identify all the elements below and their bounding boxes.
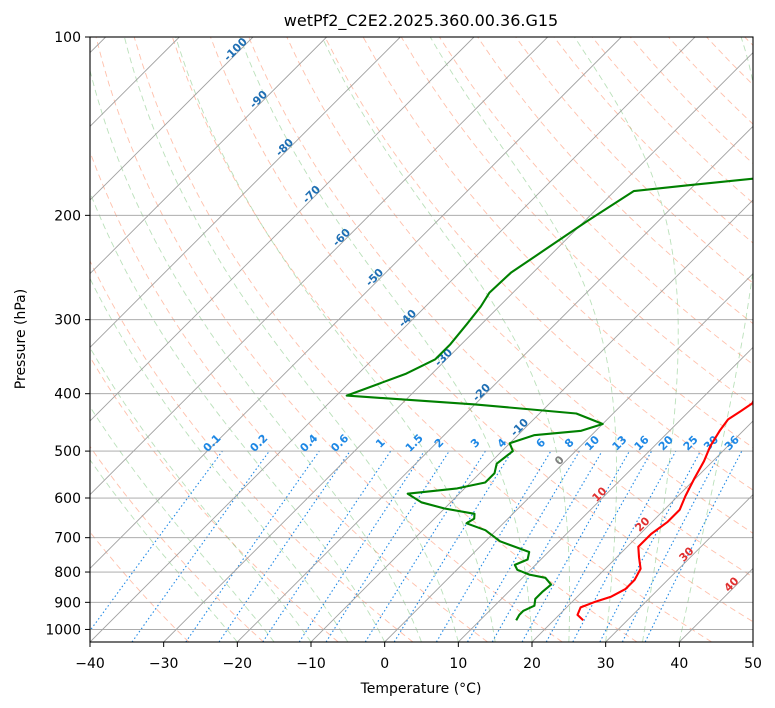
- y-tick-label: 100: [54, 30, 81, 46]
- dry-adiabat: [133, 37, 638, 642]
- x-tick-label: 10: [449, 656, 467, 672]
- mixing-ratio-line: [545, 450, 653, 642]
- x-tick-label: 20: [523, 656, 541, 672]
- mixing-ratio-line: [90, 450, 223, 632]
- y-tick-label: 400: [54, 387, 81, 403]
- isotherm-line: [90, 37, 254, 201]
- moist-adiabat: [678, 37, 753, 642]
- dry-adiabat: [90, 356, 339, 642]
- dry-adiabat: [95, 37, 563, 642]
- isotherm-line: [384, 273, 753, 642]
- mixing-ratio-line: [262, 450, 392, 642]
- x-tick-label: −10: [296, 656, 326, 672]
- x-tick-label: 40: [670, 656, 688, 672]
- moist-adiabat: [90, 458, 238, 642]
- dry-adiabat: [286, 37, 753, 534]
- y-tick-label: 600: [54, 491, 81, 507]
- plot-frame: [89, 36, 754, 643]
- isotherm-line: [90, 37, 327, 275]
- y-tick-label: 700: [54, 531, 81, 547]
- dry-adiabat: [324, 37, 753, 491]
- temperature-profile: [576, 399, 753, 622]
- dewpoint-profile: [345, 177, 753, 621]
- x-tick-label: 30: [597, 656, 615, 672]
- x-tick-label: −40: [75, 656, 105, 672]
- x-tick-label: −30: [149, 656, 179, 672]
- dry-adiabat: [90, 259, 414, 642]
- dry-adiabat: [90, 445, 264, 642]
- mixing-ratio-line: [644, 450, 743, 642]
- chart-title: wetPf2_C2E2.2025.360.00.36.G15: [284, 11, 558, 31]
- isotherm-line: [310, 199, 753, 642]
- moist-adiabat: [90, 405, 275, 642]
- isotherm-line: [458, 346, 753, 642]
- dry-adiabat: [515, 37, 753, 284]
- moist-adiabat: [429, 37, 618, 642]
- isotherm-line: [90, 37, 401, 348]
- y-tick-label: 200: [54, 208, 81, 224]
- y-axis-label: Pressure (hPa): [13, 289, 29, 389]
- isotherm-line: [90, 37, 622, 569]
- isotherm-line: [605, 494, 753, 642]
- dry-adiabat: [248, 37, 753, 578]
- isotherm-line: [90, 37, 475, 422]
- moist-adiabat: [90, 68, 422, 642]
- x-tick-label: 0: [380, 656, 389, 672]
- x-axis-label: Temperature (°C): [360, 681, 482, 697]
- moist-adiabat: [321, 37, 571, 642]
- moist-adiabat: [90, 191, 386, 642]
- moist-adiabat: [90, 277, 349, 642]
- isotherm-line: [90, 37, 696, 642]
- x-tick-label: 50: [744, 656, 762, 672]
- mixing-ratio-line: [325, 450, 450, 642]
- y-tick-label: 900: [54, 595, 81, 611]
- mixing-ratio-line: [185, 450, 320, 642]
- y-tick-label: 500: [54, 444, 81, 460]
- mixing-ratio-line: [521, 450, 630, 642]
- isotherm-line: [163, 52, 753, 642]
- isotherm-line: [531, 420, 753, 642]
- y-tick-label: 800: [54, 565, 81, 581]
- y-tick-label: 1000: [45, 622, 81, 638]
- dry-adiabat: [210, 37, 753, 623]
- mixing-ratio-line: [572, 450, 677, 642]
- moist-adiabat: [239, 37, 533, 642]
- x-tick-label: −20: [223, 656, 253, 672]
- y-tick-label: 300: [54, 313, 81, 329]
- mixing-ratio-line: [218, 450, 351, 642]
- mixing-ratio-line: [393, 450, 513, 642]
- moist-adiabat: [123, 37, 459, 642]
- isotherm-line: [237, 125, 753, 642]
- isotherm-line: [90, 37, 548, 496]
- moist-adiabat: [574, 37, 679, 642]
- dry-adiabat: [171, 37, 712, 642]
- moist-adiabat: [175, 37, 496, 642]
- mixing-ratio-line: [131, 450, 270, 642]
- mixing-ratio-line: [298, 450, 425, 642]
